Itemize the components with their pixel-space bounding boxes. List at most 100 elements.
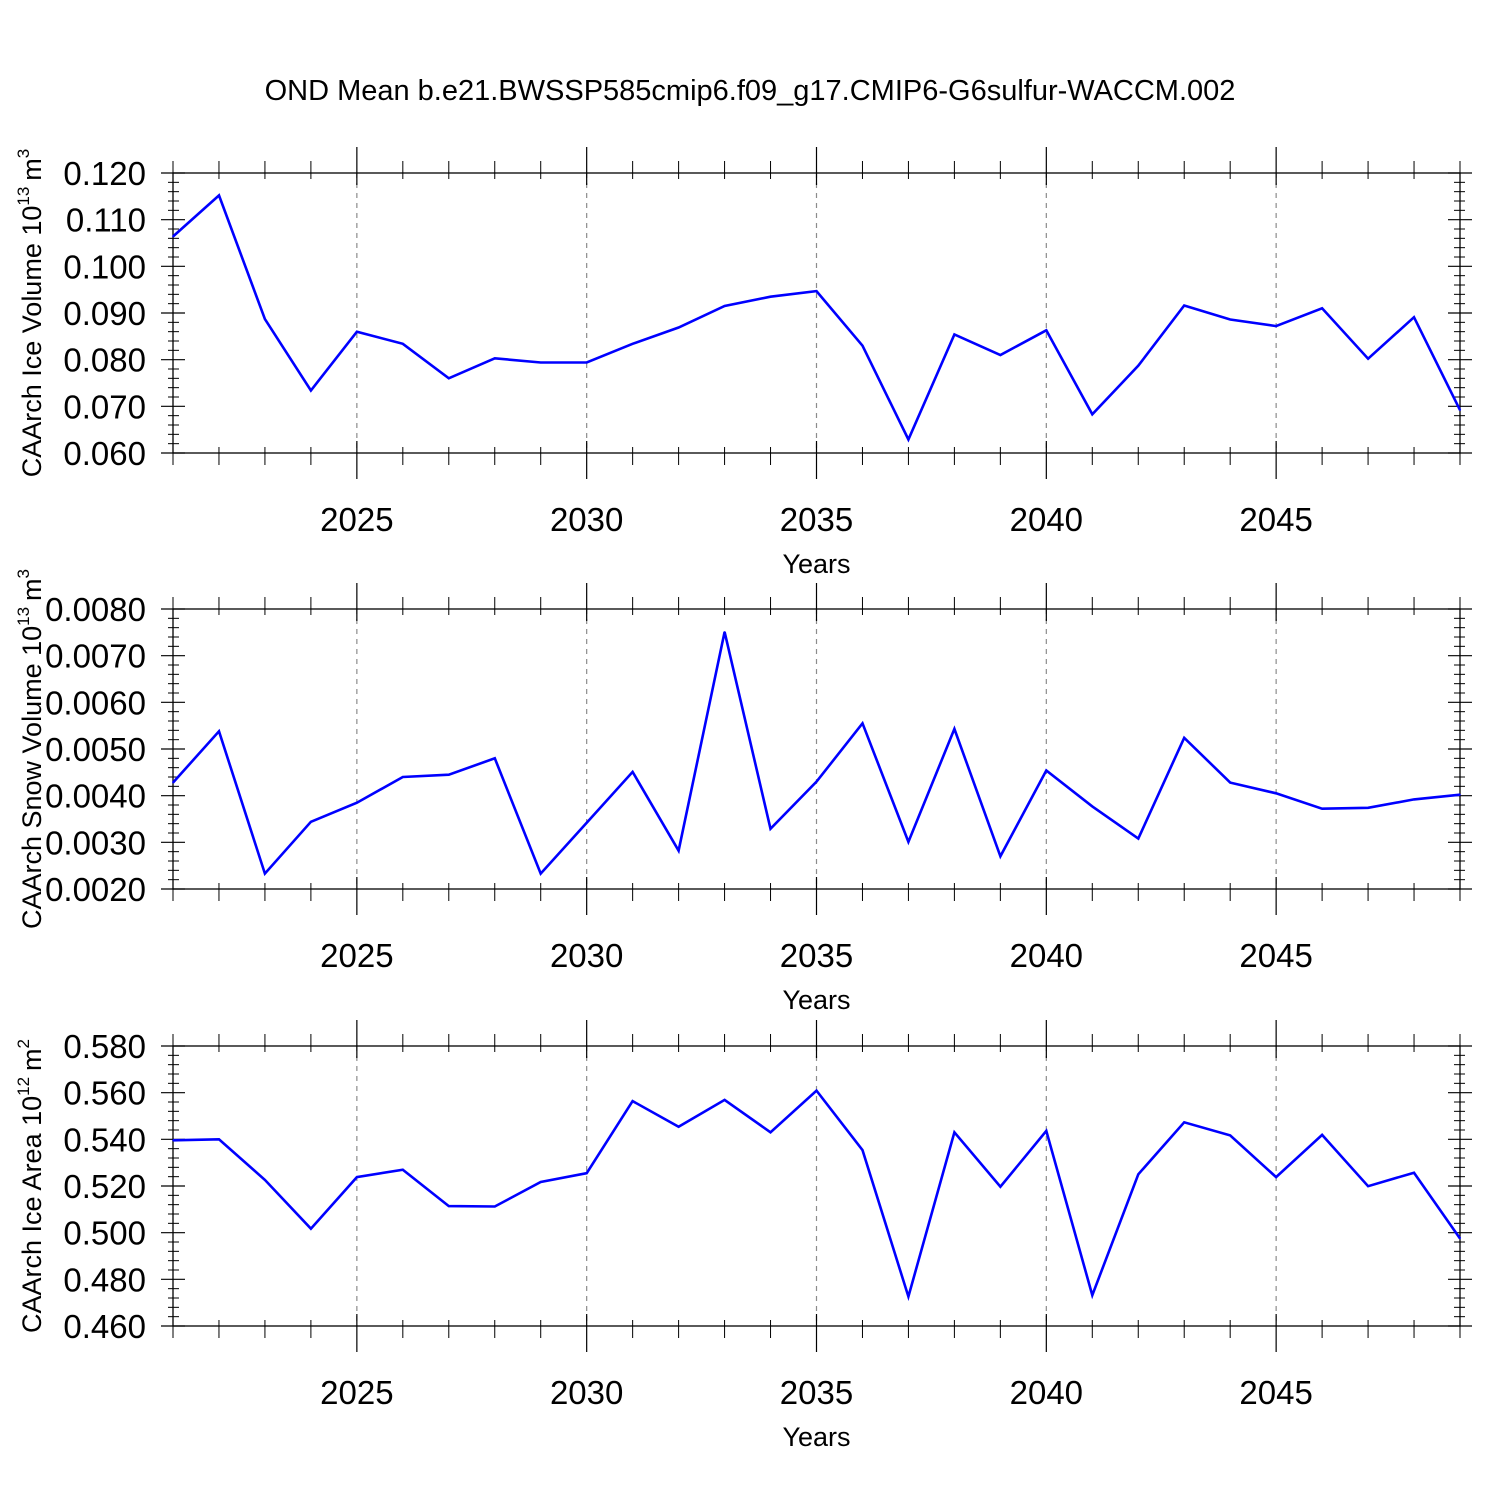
y-axis-label-exponent: 13 — [14, 607, 33, 626]
data-point-2024 — [310, 1227, 312, 1230]
x-tick-label: 2030 — [550, 501, 623, 538]
y-tick-label: 0.0060 — [45, 684, 146, 721]
data-point-2025 — [356, 330, 358, 333]
data-point-2046 — [1321, 1134, 1323, 1136]
y-axis-label: CAArch Snow Volume 1013 m3 — [14, 569, 47, 929]
data-point-2038 — [953, 333, 956, 336]
data-point-2029 — [539, 361, 542, 364]
data-point-2046 — [1321, 307, 1323, 310]
data-point-2034 — [769, 1131, 772, 1134]
data-point-2048 — [1413, 1171, 1415, 1174]
data-point-2039 — [999, 1185, 1002, 1188]
x-axis-label: Years — [782, 985, 850, 1015]
panel-2: 0.0020 0.0030 0.0040 0.0050 0.0060 0.0070 0.00… — [14, 569, 1472, 1015]
y-axis-label-unit-exponent: 2 — [14, 1039, 33, 1048]
y-tick-label: 0.460 — [63, 1308, 146, 1345]
panel-1: 0.060 0.070 0.080 0.090 0.100 0.110 0.120 2025 2… — [14, 147, 1472, 579]
data-point-2041 — [1091, 1294, 1094, 1296]
y-tick-label: 0.100 — [63, 248, 146, 285]
data-point-2044 — [1229, 781, 1231, 784]
data-point-2037 — [907, 841, 910, 843]
y-axis-label-unit: m — [17, 578, 47, 601]
data-point-2028 — [493, 757, 496, 760]
data-point-2035 — [815, 780, 818, 783]
data-point-2036 — [861, 722, 864, 725]
data-point-2045 — [1275, 792, 1277, 795]
data-point-2028 — [493, 1205, 496, 1208]
data-point-2035 — [815, 290, 818, 292]
data-point-2047 — [1367, 807, 1369, 809]
y-tick-label: 0.120 — [63, 155, 146, 192]
data-point-2041 — [1091, 805, 1094, 808]
data-point-2029 — [539, 872, 542, 875]
y-axis-label: CAArch Ice Volume 1013 m3 — [14, 149, 47, 478]
x-tick-label: 2040 — [1010, 501, 1083, 538]
data-point-2021 — [172, 781, 174, 784]
y-axis-label-main: CAArch Snow Volume 10 — [17, 626, 47, 929]
plot-frame — [172, 172, 1461, 454]
data-point-2033 — [723, 1099, 726, 1101]
data-point-2049 — [1459, 409, 1461, 411]
data-point-2032 — [677, 1125, 680, 1128]
data-point-2027 — [447, 773, 450, 776]
data-point-2045 — [1275, 1176, 1277, 1178]
data-point-2040 — [1045, 329, 1048, 332]
data-point-2026 — [402, 1168, 404, 1171]
y-tick-label: 0.080 — [63, 342, 146, 379]
data-point-2030 — [585, 821, 588, 824]
y-axis-label-exponent: 12 — [14, 1077, 33, 1096]
y-tick-label: 0.520 — [63, 1168, 146, 1205]
data-point-2021 — [172, 235, 174, 238]
data-point-2023 — [264, 318, 266, 320]
series-line — [172, 1088, 1462, 1302]
data-point-2033 — [723, 305, 726, 307]
data-point-2031 — [631, 1100, 634, 1102]
x-tick-label: 2045 — [1239, 1374, 1312, 1411]
x-tick-label: 2045 — [1239, 937, 1312, 974]
data-point-2023 — [264, 872, 266, 875]
data-point-2042 — [1137, 837, 1140, 840]
data-point-2039 — [999, 855, 1002, 858]
data-point-2040 — [1045, 1130, 1048, 1132]
data-point-2038 — [953, 1131, 956, 1134]
x-axis-label: Years — [782, 1422, 850, 1452]
y-tick-label: 0.500 — [63, 1215, 146, 1252]
y-tick-label: 0.0080 — [45, 591, 146, 628]
y-axis-label-unit-exponent: 3 — [14, 149, 33, 158]
y-tick-label: 0.060 — [63, 435, 146, 472]
y-tick-label: 0.070 — [63, 388, 146, 425]
data-point-2042 — [1137, 1173, 1140, 1176]
data-point-2022 — [218, 1138, 220, 1141]
data-point-2042 — [1137, 364, 1140, 367]
data-point-2041 — [1091, 413, 1094, 416]
y-axis-label-unit-exponent: 3 — [14, 569, 33, 578]
data-point-2023 — [264, 1179, 266, 1181]
plot-frame — [172, 1045, 1461, 1327]
figure-title: OND Mean b.e21.BWSSP585cmip6.f09_g17.CMI… — [265, 75, 1236, 107]
data-point-2035 — [815, 1089, 818, 1092]
data-point-2036 — [861, 344, 864, 347]
data-point-2049 — [1459, 1237, 1461, 1240]
data-point-2030 — [585, 361, 588, 364]
y-tick-label: 0.0070 — [45, 638, 146, 675]
data-point-2038 — [953, 728, 956, 730]
y-axis-label-unit: m — [17, 1048, 47, 1071]
x-tick-label: 2025 — [320, 501, 393, 538]
y-tick-label: 0.480 — [63, 1261, 146, 1298]
data-point-2045 — [1275, 325, 1277, 327]
data-point-2048 — [1413, 798, 1415, 801]
data-point-2027 — [447, 1205, 450, 1207]
x-tick-label: 2035 — [780, 501, 853, 538]
data-point-2030 — [585, 1172, 588, 1174]
x-tick-label: 2025 — [320, 1374, 393, 1411]
panel-3: 0.460 0.480 0.500 0.520 0.540 0.560 0.580 2025 2… — [14, 1020, 1472, 1452]
y-tick-label: 0.0030 — [45, 824, 146, 861]
data-point-2025 — [356, 1176, 358, 1178]
x-axis-label: Years — [782, 549, 850, 579]
x-tick-label: 2025 — [320, 937, 393, 974]
data-point-2031 — [631, 343, 634, 345]
data-point-2024 — [310, 821, 312, 823]
x-tick-label: 2040 — [1010, 1374, 1083, 1411]
data-point-2022 — [218, 194, 220, 197]
data-point-2044 — [1229, 1134, 1231, 1137]
